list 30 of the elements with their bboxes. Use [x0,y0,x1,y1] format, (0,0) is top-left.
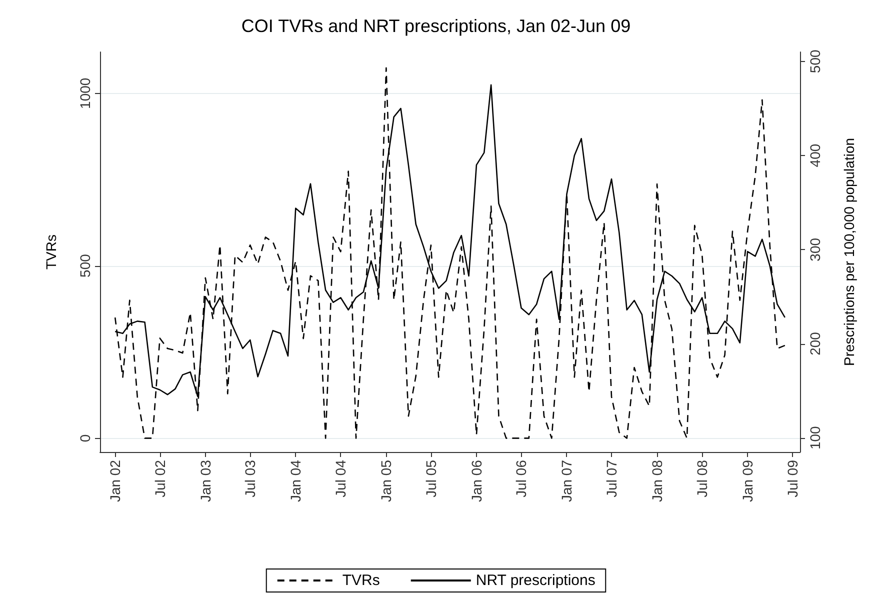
y2-tick-label: 300 [807,238,823,262]
y-tick-label: 0 [77,434,93,442]
x-tick-label: Jul 09 [784,460,800,498]
x-tick-label: Jan 06 [468,460,484,502]
line-series [114,67,786,439]
x-tick-label: Jul 07 [604,460,620,498]
x-tick-label: Jan 02 [107,460,124,502]
y-tick-label: 500 [77,254,93,278]
x-tick-label: Jul 08 [694,460,710,498]
y2-tick-label: 200 [807,332,823,356]
y2-axis-title: Prescriptions per 100,000 population [841,138,857,366]
x-tick-label: Jul 04 [332,460,349,498]
x-tick-label: Jan 09 [740,460,756,502]
legend-label: TVRs [342,572,380,589]
x-tick-label: Jul 05 [422,460,439,498]
x-tick-label: Jan 07 [558,460,575,502]
y2-tick-label: 400 [807,144,823,168]
x-tick-label: Jan 08 [649,460,666,502]
x-tick-label: Jan 03 [197,460,214,502]
y-axis-title: TVRs [43,234,59,270]
y-tick-label: 1000 [77,78,93,109]
x-tick-label: Jul 06 [513,460,530,498]
y2-tick-label: 100 [807,426,823,450]
chart-title: COI TVRs and NRT prescriptions, Jan 02-Jun 09 [241,16,631,36]
x-tick-label: Jan 05 [378,460,394,502]
y2-tick-label: 500 [807,50,823,74]
x-tick-label: Jan 04 [288,460,304,502]
x-tick-label: Jul 03 [242,460,258,498]
legend-label: NRT prescriptions [476,572,596,589]
x-tick-label: Jul 02 [152,460,168,498]
